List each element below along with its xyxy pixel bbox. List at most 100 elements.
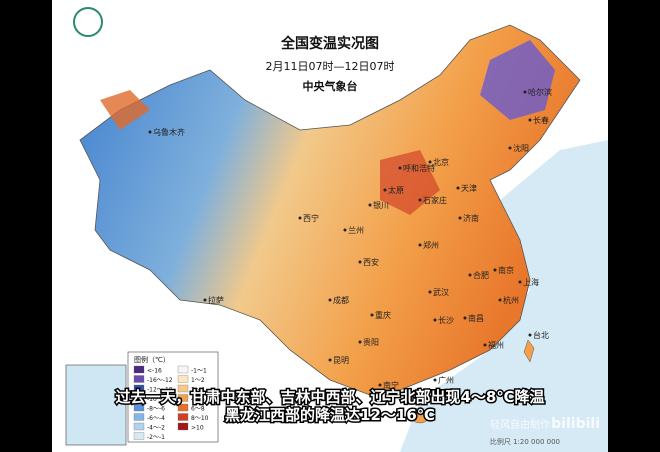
- city-label: 太原: [388, 185, 404, 195]
- city-label: 乌鲁木齐: [153, 127, 185, 137]
- watermark: bilibili: [551, 416, 600, 432]
- city-dot: [368, 203, 372, 207]
- legend-label: -1～1: [191, 368, 207, 375]
- legend-swatch: [177, 365, 189, 374]
- city-label: 兰州: [348, 225, 364, 235]
- subtitle: 2月11日07时—12日07时: [266, 60, 395, 73]
- city-dot: [428, 290, 432, 294]
- legend-swatch: [133, 422, 145, 431]
- legend-swatch: [133, 375, 145, 383]
- city-dot: [358, 260, 362, 264]
- caption: 过去一天，甘肃中东部、吉林中西部、辽宁北部出现4～8℃降温: [115, 388, 544, 406]
- china-map: [79, 24, 581, 396]
- city-label: 西宁: [303, 213, 319, 223]
- city-dot: [528, 333, 532, 337]
- city-dot: [370, 313, 374, 317]
- city-dot: [298, 216, 302, 220]
- city-label: 昆明: [333, 356, 349, 365]
- legend-label: 8～10: [191, 415, 209, 422]
- city-dot: [398, 166, 402, 170]
- city-label: 沈阳: [513, 143, 529, 153]
- legend-swatch: [133, 432, 145, 440]
- legend-swatch: [177, 422, 189, 431]
- legend-swatch: [133, 403, 145, 412]
- warming-area: [100, 90, 150, 130]
- sea: [400, 140, 608, 452]
- city-label: 武汉: [433, 287, 449, 297]
- legend-title: 图例（℃）: [134, 355, 170, 364]
- city-dot: [418, 198, 422, 202]
- city-dot: [518, 280, 522, 284]
- legend-label: 6～8: [191, 406, 205, 413]
- city-dot: [203, 298, 207, 302]
- caption: 黑龙江西部的降温达12～16℃: [225, 406, 435, 424]
- city-dot: [458, 216, 462, 220]
- city-dot: [483, 343, 487, 347]
- cooling-area: [480, 40, 555, 120]
- legend-label: >10: [191, 425, 204, 432]
- city-label: 福州: [488, 341, 504, 350]
- legend-label: -6～-4: [147, 415, 165, 422]
- legend-label: 1～2: [191, 377, 205, 384]
- city-label: 上海: [523, 277, 539, 287]
- city-label: 石家庄: [423, 195, 447, 205]
- legend-swatch: [177, 403, 189, 412]
- inset-map: [65, 364, 127, 446]
- city-dot: [433, 318, 437, 322]
- legend-swatch: [133, 384, 145, 393]
- city-label: 合肥: [473, 270, 489, 280]
- city-label: 南昌: [468, 313, 484, 323]
- legend-label: <-16: [147, 368, 162, 375]
- city-dot: [433, 378, 437, 382]
- city-label: 北京: [433, 157, 449, 167]
- city-label: 杭州: [503, 295, 519, 305]
- legend-swatch: [177, 375, 189, 383]
- city-label: 哈尔滨: [528, 87, 552, 97]
- scale: 比例尺 1:20 000 000: [490, 437, 560, 446]
- legend-swatch: [133, 394, 145, 402]
- city-dot: [463, 316, 467, 320]
- legend-swatch: [133, 365, 145, 374]
- taiwan: [523, 339, 535, 363]
- city-label: 南京: [498, 265, 514, 275]
- city-label: 呼和浩特: [403, 163, 435, 173]
- legend-label: -8～-6: [147, 406, 165, 413]
- credit: 轻风自由制作: [490, 418, 550, 431]
- logo: [73, 7, 103, 37]
- city-dot: [498, 298, 502, 302]
- city-dot: [383, 188, 387, 192]
- legend-swatch: [177, 413, 189, 421]
- city-dot: [358, 340, 362, 344]
- hainan: [411, 412, 429, 424]
- city-dot: [148, 130, 152, 134]
- city-label: 长春: [533, 115, 549, 125]
- legend-label: 4～6: [191, 396, 205, 403]
- legend-swatch: [177, 394, 189, 402]
- city-dot: [523, 90, 527, 94]
- legend-label: -10～-8: [147, 396, 169, 403]
- legend-label: -2～-1: [147, 434, 165, 441]
- city-label: 济南: [463, 213, 479, 223]
- city-label: 郑州: [423, 240, 439, 250]
- city-dot: [508, 146, 512, 150]
- legend-label: -12～-10: [147, 387, 173, 394]
- city-dot: [428, 160, 432, 164]
- city-dot: [378, 383, 382, 387]
- city-dot: [328, 298, 332, 302]
- city-label: 广州: [438, 375, 454, 385]
- legend-label: -16～-12: [147, 377, 173, 384]
- city-label: 西安: [363, 257, 379, 267]
- title: 全国变温实况图: [280, 35, 379, 52]
- city-label: 银川: [373, 200, 389, 210]
- legend-swatch: [177, 384, 189, 393]
- warming-area: [380, 150, 440, 215]
- legend-label: -4～-2: [147, 425, 165, 432]
- city-label: 成都: [333, 295, 349, 305]
- city-dot: [528, 118, 532, 122]
- city-dot: [493, 268, 497, 272]
- city-dot: [328, 358, 332, 362]
- city-dot: [343, 228, 347, 232]
- city-label: 长沙: [438, 315, 454, 325]
- city-label: 天津: [461, 183, 477, 193]
- legend-swatch: [133, 413, 145, 421]
